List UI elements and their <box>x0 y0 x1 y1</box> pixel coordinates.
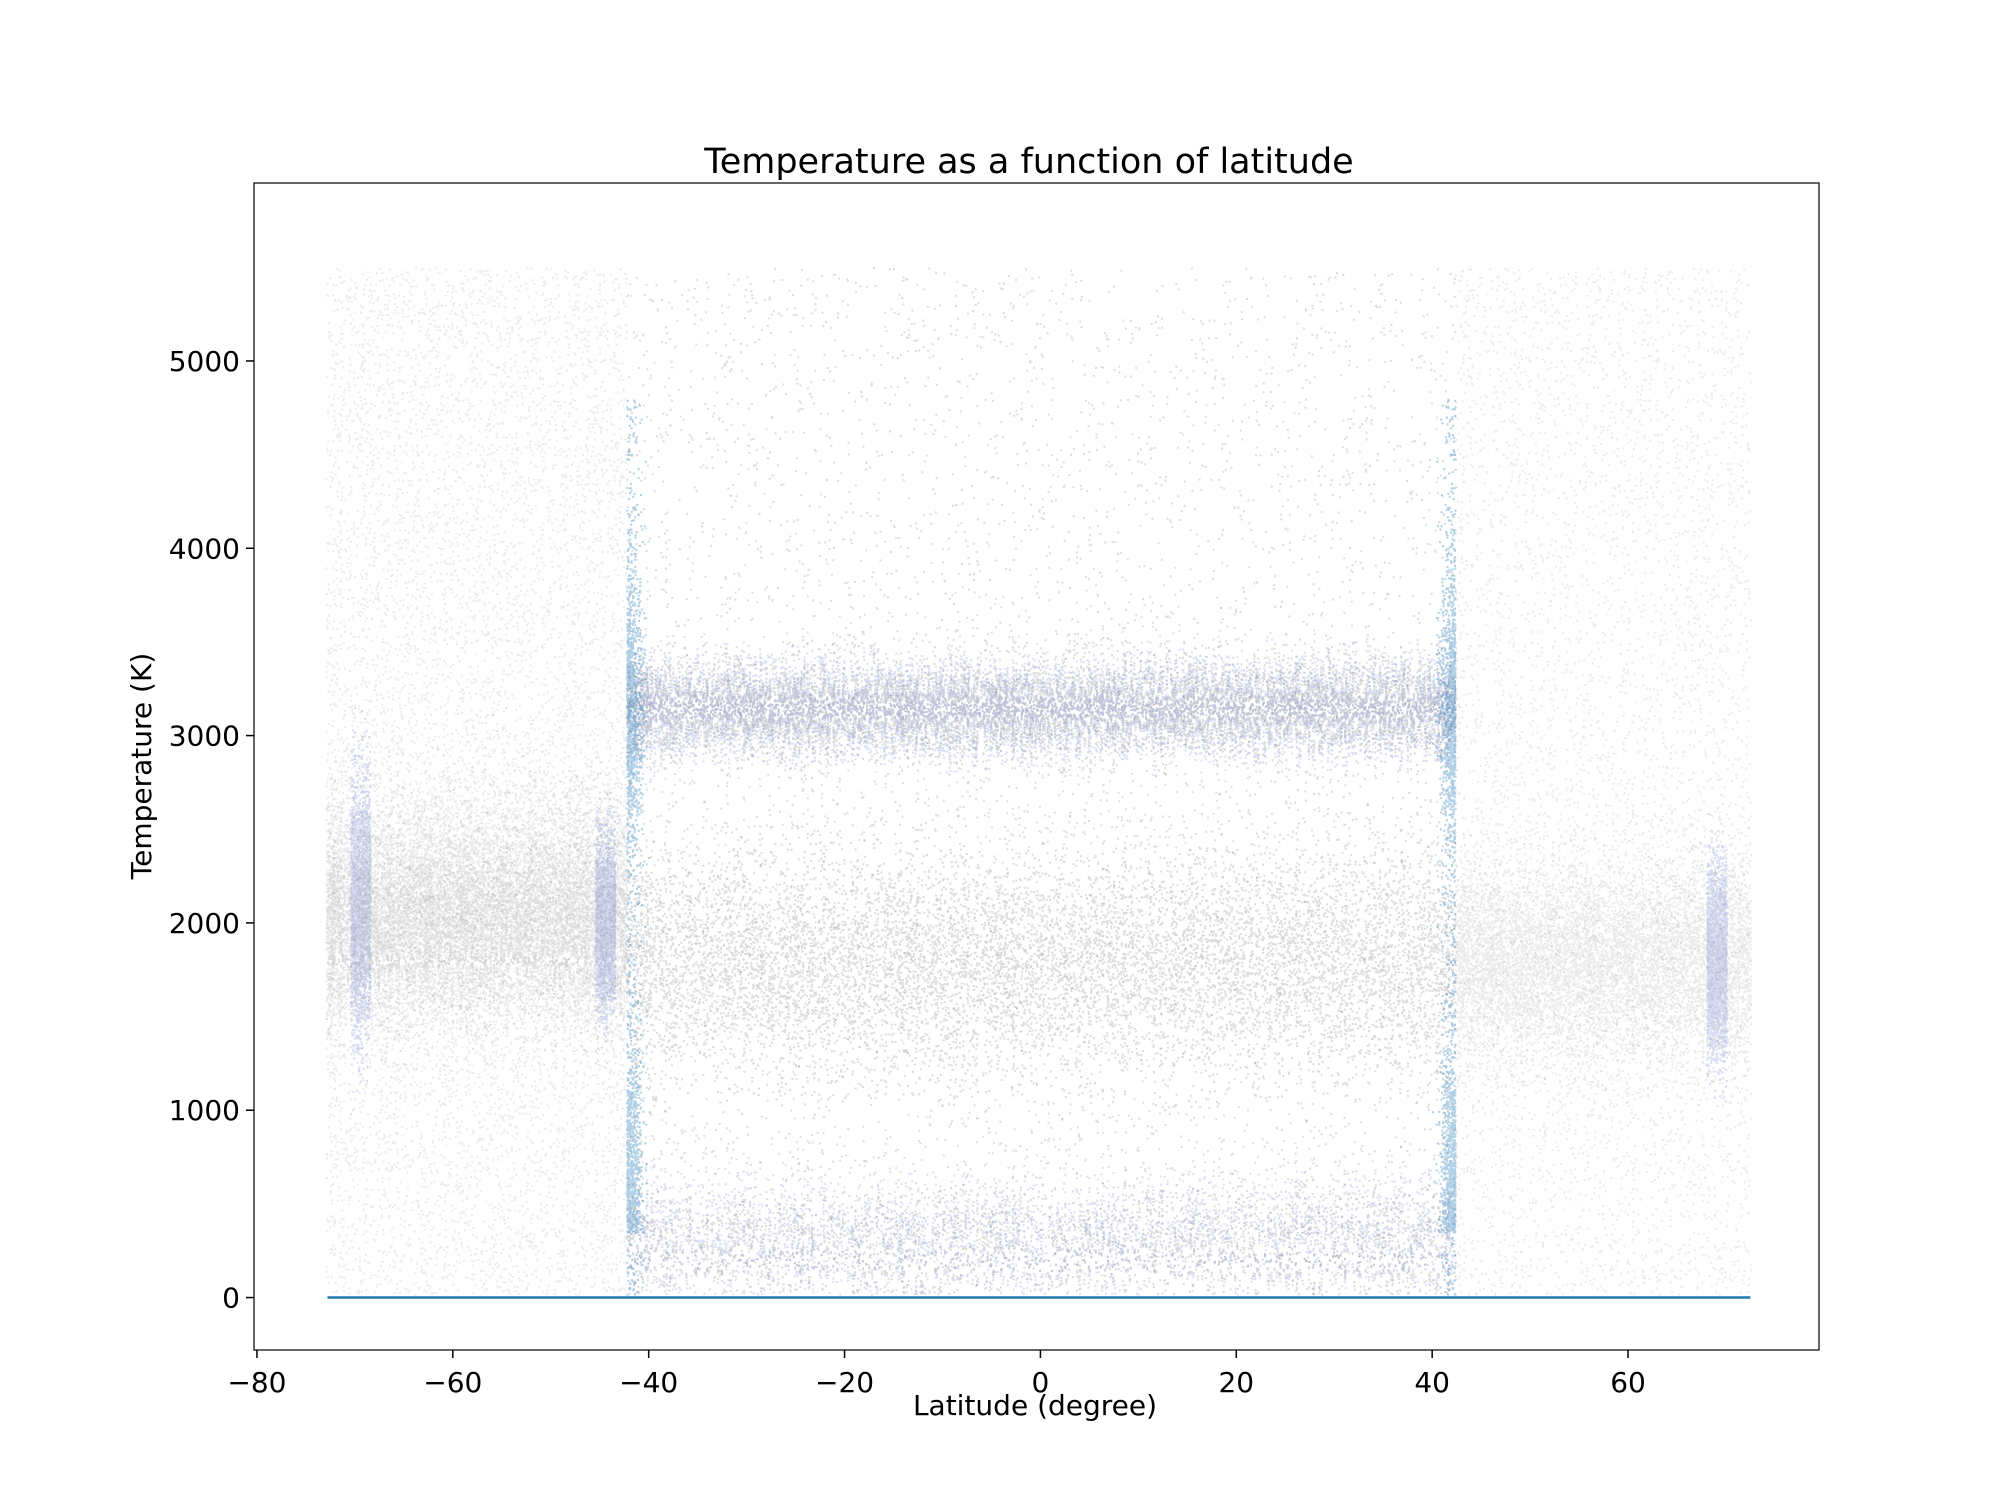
scatter-point-cloud <box>1706 794 1728 1120</box>
scatter-point-cloud <box>626 719 1457 1232</box>
x-tick-label: −60 <box>423 1366 482 1399</box>
x-tick-label: −80 <box>227 1366 286 1399</box>
y-tick-label: 2000 <box>169 907 240 940</box>
x-axis: −80 −60 −40 −20 0 20 40 60 <box>227 1350 1646 1399</box>
y-tick-label: 1000 <box>169 1094 240 1127</box>
scatter-point-cloud <box>1431 399 1457 1296</box>
scatter-point-cloud <box>626 611 1457 818</box>
chart-title: Temperature as a function of latitude <box>703 142 1353 182</box>
x-axis-label: Latitude (degree) <box>913 1389 1157 1422</box>
plot-frame <box>253 182 1820 1351</box>
x-tick-label: 20 <box>1218 1366 1254 1399</box>
x-tick-label: 60 <box>1610 1366 1646 1399</box>
y-tick-label: 0 <box>222 1282 240 1315</box>
plot-area <box>325 267 1753 1299</box>
scatter-point-cloud <box>1454 267 1753 1296</box>
scatter-point-cloud <box>350 707 372 1116</box>
y-tick-label: 5000 <box>169 345 240 378</box>
scatter-point-cloud <box>626 399 651 1296</box>
scatter-point-cloud <box>626 595 1457 836</box>
y-axis-label: Temperature (K) <box>125 653 158 880</box>
y-axis: 0 1000 2000 3000 4000 5000 <box>169 345 254 1315</box>
x-tick-label: 40 <box>1414 1366 1450 1399</box>
x-tick-label: 0 <box>1032 1366 1050 1399</box>
scatter-point-cloud <box>1454 743 1753 1205</box>
x-tick-label: −20 <box>815 1366 874 1399</box>
y-tick-label: 4000 <box>169 532 240 565</box>
x-tick-label: −40 <box>619 1366 678 1399</box>
scatter-point-cloud <box>325 615 629 1230</box>
scatter-points <box>325 267 1753 1296</box>
y-tick-label: 3000 <box>169 720 240 753</box>
scatter-point-cloud <box>594 791 617 1065</box>
scatter-point-cloud <box>325 730 629 1141</box>
